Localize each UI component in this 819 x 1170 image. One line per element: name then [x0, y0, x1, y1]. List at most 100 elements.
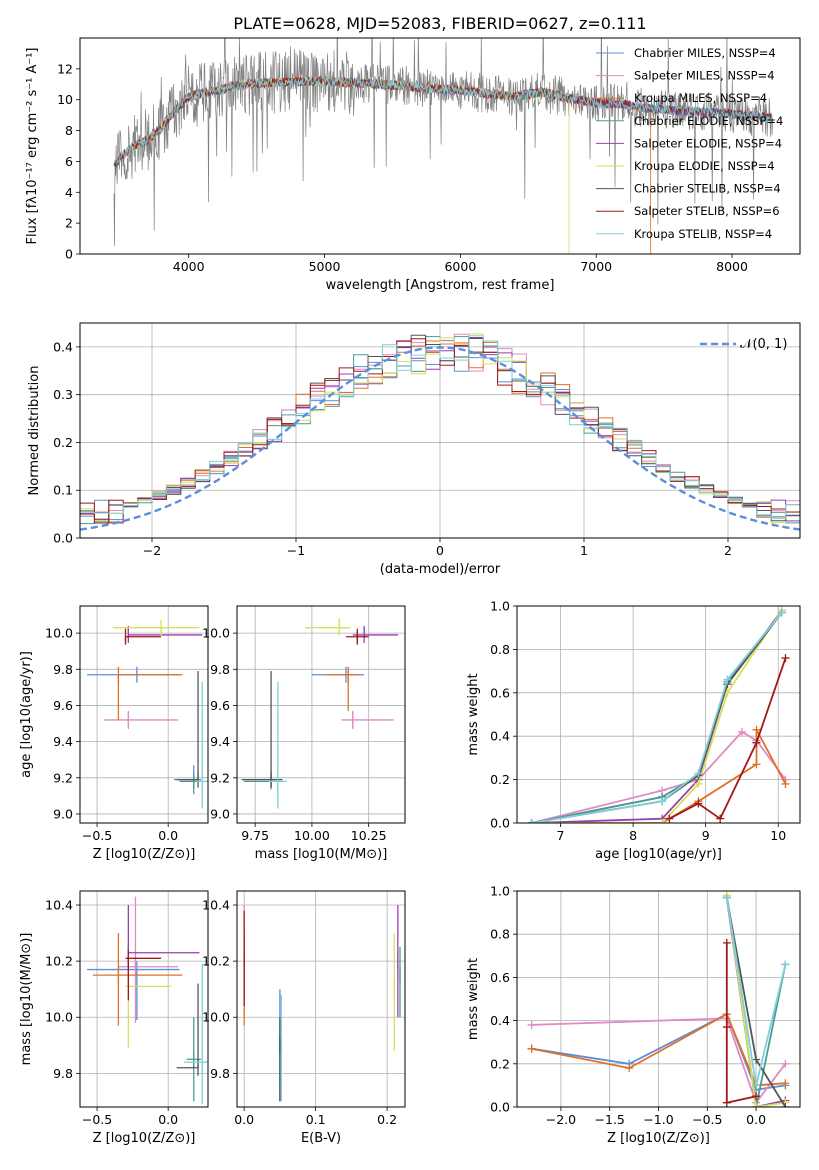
spectrum-ytick-label: 6: [65, 154, 73, 169]
mass_vs_Z-ytick-label: 10.4: [45, 898, 73, 913]
age_vs_mass-ytick-label: 9.6: [210, 698, 230, 713]
spectrum-panel: 4000 5000 6000 7000 8000 0 2 4 6 8 10 12 wavelength …: [25, 37, 801, 293]
mass_weight_vs_Z-ytick-label: 1.0: [490, 884, 510, 899]
mass_weight_vs_Z-series-line: [725, 942, 757, 1104]
mass_weight_vs_Z-marker: [722, 1098, 731, 1107]
spectrum-xtick-label: 8000: [716, 259, 748, 274]
mass_weight_vs_Z-ytick-label: 0.0: [490, 1100, 510, 1115]
spectrum-ytick-label: 8: [65, 123, 73, 138]
plots-layer: 4000 5000 6000 7000 8000024681012wavelength …: [19, 37, 801, 1146]
mass_weight_vs_age-ytick-label: 1.0: [490, 599, 510, 614]
mass_weight_vs_Z-ylabel: mass weight: [466, 958, 481, 1040]
age_vs_Z-xtick-label: 0.0: [158, 828, 178, 843]
mass_weight_vs_Z-panel: −2.0 −1.5 −1.0 −0.5 0.0 0.0 0.2 0.4 0.6 0.8 1.0 Z […: [466, 884, 801, 1146]
mass_vs_EBV-xtick-label: 0.2: [377, 1112, 397, 1127]
spectrum-xtick-label: 6000: [444, 259, 476, 274]
age_vs_Z-ytick-label: 9.4: [53, 734, 73, 749]
mass_weight_vs_Z-marker: [781, 960, 790, 969]
mass_weight_vs_Z-ytick-label: 0.8: [490, 927, 510, 942]
age_vs_mass-ytick-label: 9.0: [210, 806, 230, 821]
mass_weight_vs_Z-marker: [722, 893, 731, 902]
mass_vs_Z-xtick-label: −0.5: [82, 1112, 112, 1127]
mass_vs_EBV-ytick-label: 10.4: [202, 898, 230, 913]
mass_vs_Z-xtick-label: 0.0: [158, 1112, 178, 1127]
residuals-xtick-label: −2: [143, 543, 161, 558]
mass_weight_vs_Z-xtick-label: 0.0: [746, 1112, 766, 1127]
mass_weight_vs_age-marker: [658, 819, 667, 823]
mass_weight_vs_Z-xtick-label: −1.0: [643, 1112, 673, 1127]
mass_weight_vs_age-marker: [527, 819, 536, 823]
mass_weight_vs_age-marker: [752, 760, 761, 769]
residuals-xtick-label: 2: [724, 543, 732, 558]
mass_vs_Z-plot-area: [87, 896, 208, 1105]
age_vs_mass-ytick-label: 9.4: [210, 734, 230, 749]
mass_weight_vs_age-plot-area: [527, 606, 790, 823]
residuals-xtick-label: −1: [287, 543, 305, 558]
residuals-plot-area: [80, 333, 800, 531]
spectrum-xtick-label: 5000: [309, 259, 341, 274]
figure-title: PLATE=0628, MJD=52083, FIBERID=0627, z=0…: [233, 14, 646, 33]
spectrum-xlabel: wavelength [Angstrom, rest frame]: [326, 278, 555, 293]
residuals-xtick-label: 0: [436, 543, 444, 558]
residuals-ytick-label: 0.3: [53, 387, 73, 402]
spectrum-legend-label: Chabrier ELODIE, NSSP=4: [634, 114, 783, 128]
mass_vs_EBV-xtick-label: 0.0: [234, 1112, 254, 1127]
spectrum-ytick-label: 0: [65, 247, 73, 262]
mass_weight_vs_age-marker: [694, 799, 703, 808]
mass_weight_vs_Z-ytick-label: 0.4: [490, 1013, 510, 1028]
spectrum-ytick-label: 2: [65, 216, 73, 231]
age_vs_mass-frame: [236, 605, 406, 824]
spectrum-legend-label: Salpeter MILES, NSSP=4: [634, 69, 775, 83]
mass_vs_Z-ytick-label: 10.0: [45, 1010, 73, 1025]
age_vs_mass-xtick-label: 10.25: [351, 828, 387, 843]
spectrum-legend-label: Kroupa MILES, NSSP=4: [634, 91, 767, 105]
age_vs_mass-xtick-label: 9.75: [241, 828, 269, 843]
mass_vs_Z-ytick-label: 10.2: [45, 954, 73, 969]
age_vs_Z-ytick-label: 9.2: [53, 770, 73, 785]
age_vs_mass-xtick-label: 10.00: [294, 828, 330, 843]
residuals-ytick-label: 0.4: [53, 339, 73, 354]
residual-legend-label: 𝒩(0, 1): [740, 337, 787, 352]
mass_weight_vs_age-marker: [737, 727, 746, 736]
mass_vs_EBV-xtick-label: 0.1: [306, 1112, 326, 1127]
mass_weight_vs_age-marker: [694, 769, 703, 778]
age_vs_Z-ytick-label: 10.0: [45, 626, 73, 641]
age_vs_Z-ytick-label: 9.0: [53, 806, 73, 821]
age_vs_Z-frame: [79, 605, 209, 824]
mass_vs_Z-xlabel: Z [log10(Z/Z⊙)]: [93, 1131, 196, 1146]
mass_weight_vs_Z-marker: [752, 1055, 761, 1064]
mass_vs_EBV-ytick-label: 10.2: [202, 954, 230, 969]
residuals-xtick-label: 1: [580, 543, 588, 558]
spectrum-legend-label: Salpeter STELIB, NSSP=6: [634, 204, 780, 218]
mass_weight_vs_age-marker: [716, 814, 725, 823]
age_vs_mass-panel: 9.75 10.00 10.25 9.0 9.2 9.4 9.6 9.8 10.0 mass [l…: [202, 605, 406, 862]
mass_weight_vs_age-marker: [694, 779, 703, 788]
mass_weight_vs_age-marker: [781, 654, 790, 663]
mass_weight_vs_age-xtick-label: 10: [770, 828, 786, 843]
spectrum-data-line: [113, 38, 773, 247]
mass_weight_vs_Z-marker: [781, 1103, 790, 1107]
mass_weight_vs_age-marker: [752, 738, 761, 747]
mass_weight_vs_Z-marker: [527, 1044, 536, 1053]
age_vs_mass-plot-area: [241, 618, 399, 809]
mass_weight_vs_Z-marker: [752, 1092, 761, 1101]
spectrum-legend-label: Chabrier MILES, NSSP=4: [634, 46, 776, 60]
mass_weight_vs_age-marker: [665, 814, 674, 823]
mass_weight_vs_age-ylabel: mass weight: [466, 673, 481, 755]
spectrum-plot-area: [113, 38, 774, 254]
spectrum-legend-label: Kroupa ELODIE, NSSP=4: [634, 159, 775, 173]
mass_weight_vs_Z-marker: [527, 1020, 536, 1029]
mass_weight_vs_Z-xtick-label: −1.5: [595, 1112, 625, 1127]
mass_weight_vs_age-ytick-label: 0.0: [490, 816, 510, 831]
age_vs_Z-plot-area: [87, 619, 208, 809]
mass_vs_Z-ytick-label: 9.8: [53, 1066, 73, 1081]
mass_vs_EBV-ytick-label: 10.0: [202, 1010, 230, 1025]
mass_weight_vs_age-ytick-label: 0.8: [490, 642, 510, 657]
mass_weight_vs_age-marker: [658, 797, 667, 806]
spectrum-ytick-label: 4: [65, 185, 73, 200]
mass_weight_vs_Z-xtick-label: −2.0: [546, 1112, 576, 1127]
residuals-ylabel: Normed distribution: [27, 366, 42, 496]
mass_weight_vs_Z-marker: [752, 1081, 761, 1090]
residuals-panel: −2 −1 0 1 2 0.0 0.1 0.2 0.3 0.4 (data-model)/error…: [27, 322, 801, 577]
